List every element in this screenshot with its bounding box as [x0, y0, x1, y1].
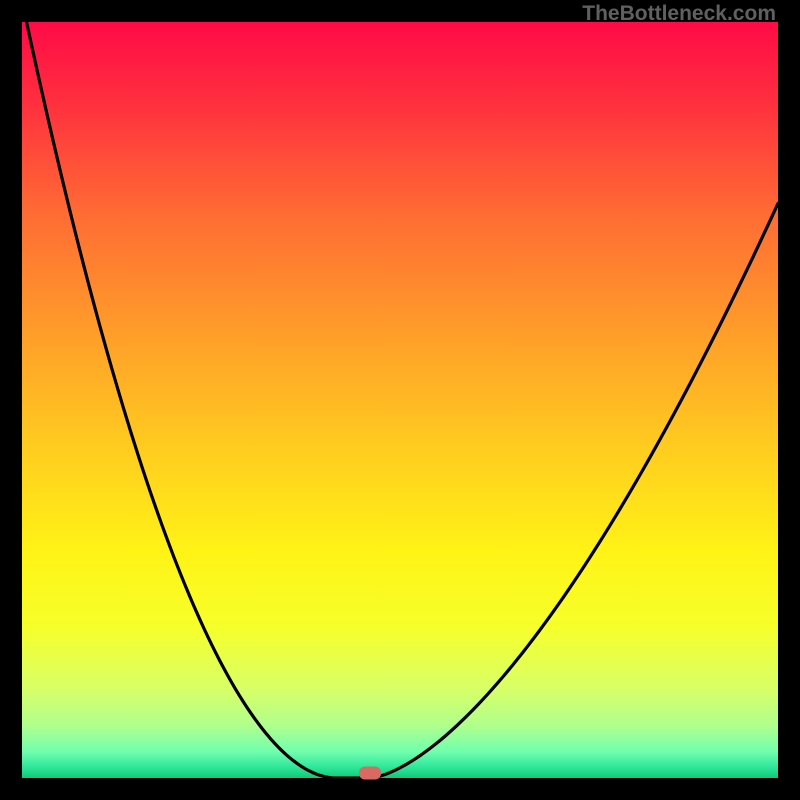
optimum-marker: [359, 767, 381, 780]
plot-area: [22, 22, 778, 778]
watermark-text: TheBottleneck.com: [582, 2, 776, 26]
gradient-background: [22, 22, 778, 778]
chart-frame: TheBottleneck.com: [0, 0, 800, 800]
bottleneck-curve-svg: [22, 22, 778, 778]
